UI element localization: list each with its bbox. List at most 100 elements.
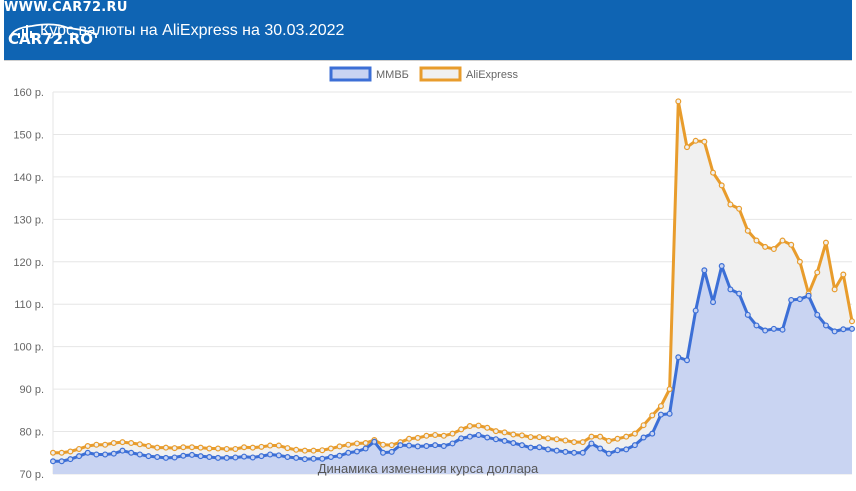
data-point[interactable] [718,263,725,270]
data-point[interactable] [84,449,91,456]
data-point[interactable] [753,237,760,244]
data-point[interactable] [119,439,126,446]
data-point[interactable] [49,458,56,465]
data-point[interactable] [527,444,534,451]
data-point[interactable] [605,450,612,457]
data-point[interactable] [518,442,525,449]
data-point[interactable] [145,453,152,460]
data-point[interactable] [562,448,569,455]
data-point[interactable] [336,452,343,459]
data-point[interactable] [301,456,308,463]
data-point[interactable] [154,444,161,451]
data-point[interactable] [76,445,83,452]
data-point[interactable] [293,446,300,453]
data-point[interactable] [458,426,465,433]
legend-swatch[interactable] [419,66,462,82]
data-point[interactable] [84,442,91,449]
data-point[interactable] [162,454,169,461]
data-point[interactable] [753,322,760,329]
data-point[interactable] [136,451,143,458]
data-point[interactable] [683,357,690,364]
data-point[interactable] [840,326,847,333]
data-point[interactable] [319,447,326,454]
data-point[interactable] [848,318,855,325]
data-point[interactable] [831,286,838,293]
data-point[interactable] [770,246,777,253]
data-point[interactable] [275,442,282,449]
data-point[interactable] [640,434,647,441]
data-point[interactable] [805,292,812,299]
data-point[interactable] [475,431,482,438]
data-point[interactable] [458,435,465,442]
data-point[interactable] [553,447,560,454]
data-point[interactable] [518,432,525,439]
data-point[interactable] [440,432,447,439]
data-point[interactable] [545,446,552,453]
data-point[interactable] [527,434,534,441]
data-point[interactable] [136,441,143,448]
data-point[interactable] [223,445,230,452]
data-point[interactable] [380,449,387,456]
data-point[interactable] [197,444,204,451]
data-point[interactable] [215,454,222,461]
data-point[interactable] [796,296,803,303]
data-point[interactable] [571,449,578,456]
data-point[interactable] [510,440,517,447]
data-point[interactable] [432,431,439,438]
data-point[interactable] [692,137,699,144]
data-point[interactable] [666,410,673,417]
data-point[interactable] [102,441,109,448]
data-point[interactable] [597,433,604,440]
data-point[interactable] [484,424,491,431]
data-point[interactable] [414,434,421,441]
data-point[interactable] [579,449,586,456]
data-point[interactable] [171,445,178,452]
data-point[interactable] [640,422,647,429]
data-point[interactable] [675,354,682,361]
data-point[interactable] [49,449,56,456]
data-point[interactable] [718,182,725,189]
data-point[interactable] [736,290,743,297]
data-point[interactable] [180,444,187,451]
data-point[interactable] [76,453,83,460]
data-point[interactable] [492,436,499,443]
data-point[interactable] [345,449,352,456]
data-point[interactable] [666,386,673,393]
data-point[interactable] [762,243,769,250]
data-point[interactable] [362,445,369,452]
data-point[interactable] [154,454,161,461]
data-point[interactable] [692,307,699,314]
data-point[interactable] [223,454,230,461]
data-point[interactable] [779,237,786,244]
legend-swatch[interactable] [329,66,372,82]
data-point[interactable] [249,444,256,451]
data-point[interactable] [241,444,248,451]
data-point[interactable] [58,458,65,465]
data-point[interactable] [501,429,508,436]
data-point[interactable] [371,438,378,445]
data-point[interactable] [110,440,117,447]
data-point[interactable] [267,451,274,458]
data-point[interactable] [93,441,100,448]
data-point[interactable] [649,412,656,419]
data-point[interactable] [466,433,473,440]
data-point[interactable] [93,451,100,458]
data-point[interactable] [336,443,343,450]
data-point[interactable] [614,447,621,454]
data-point[interactable] [657,403,664,410]
data-point[interactable] [788,241,795,248]
data-point[interactable] [423,442,430,449]
data-point[interactable] [840,271,847,278]
data-point[interactable] [553,436,560,443]
data-point[interactable] [710,169,717,176]
data-point[interactable] [162,444,169,451]
data-point[interactable] [67,456,74,463]
data-point[interactable] [180,452,187,459]
data-point[interactable] [571,439,578,446]
data-point[interactable] [310,455,317,462]
data-point[interactable] [744,227,751,234]
data-point[interactable] [258,453,265,460]
data-point[interactable] [649,430,656,437]
data-point[interactable] [536,434,543,441]
data-point[interactable] [727,286,734,293]
